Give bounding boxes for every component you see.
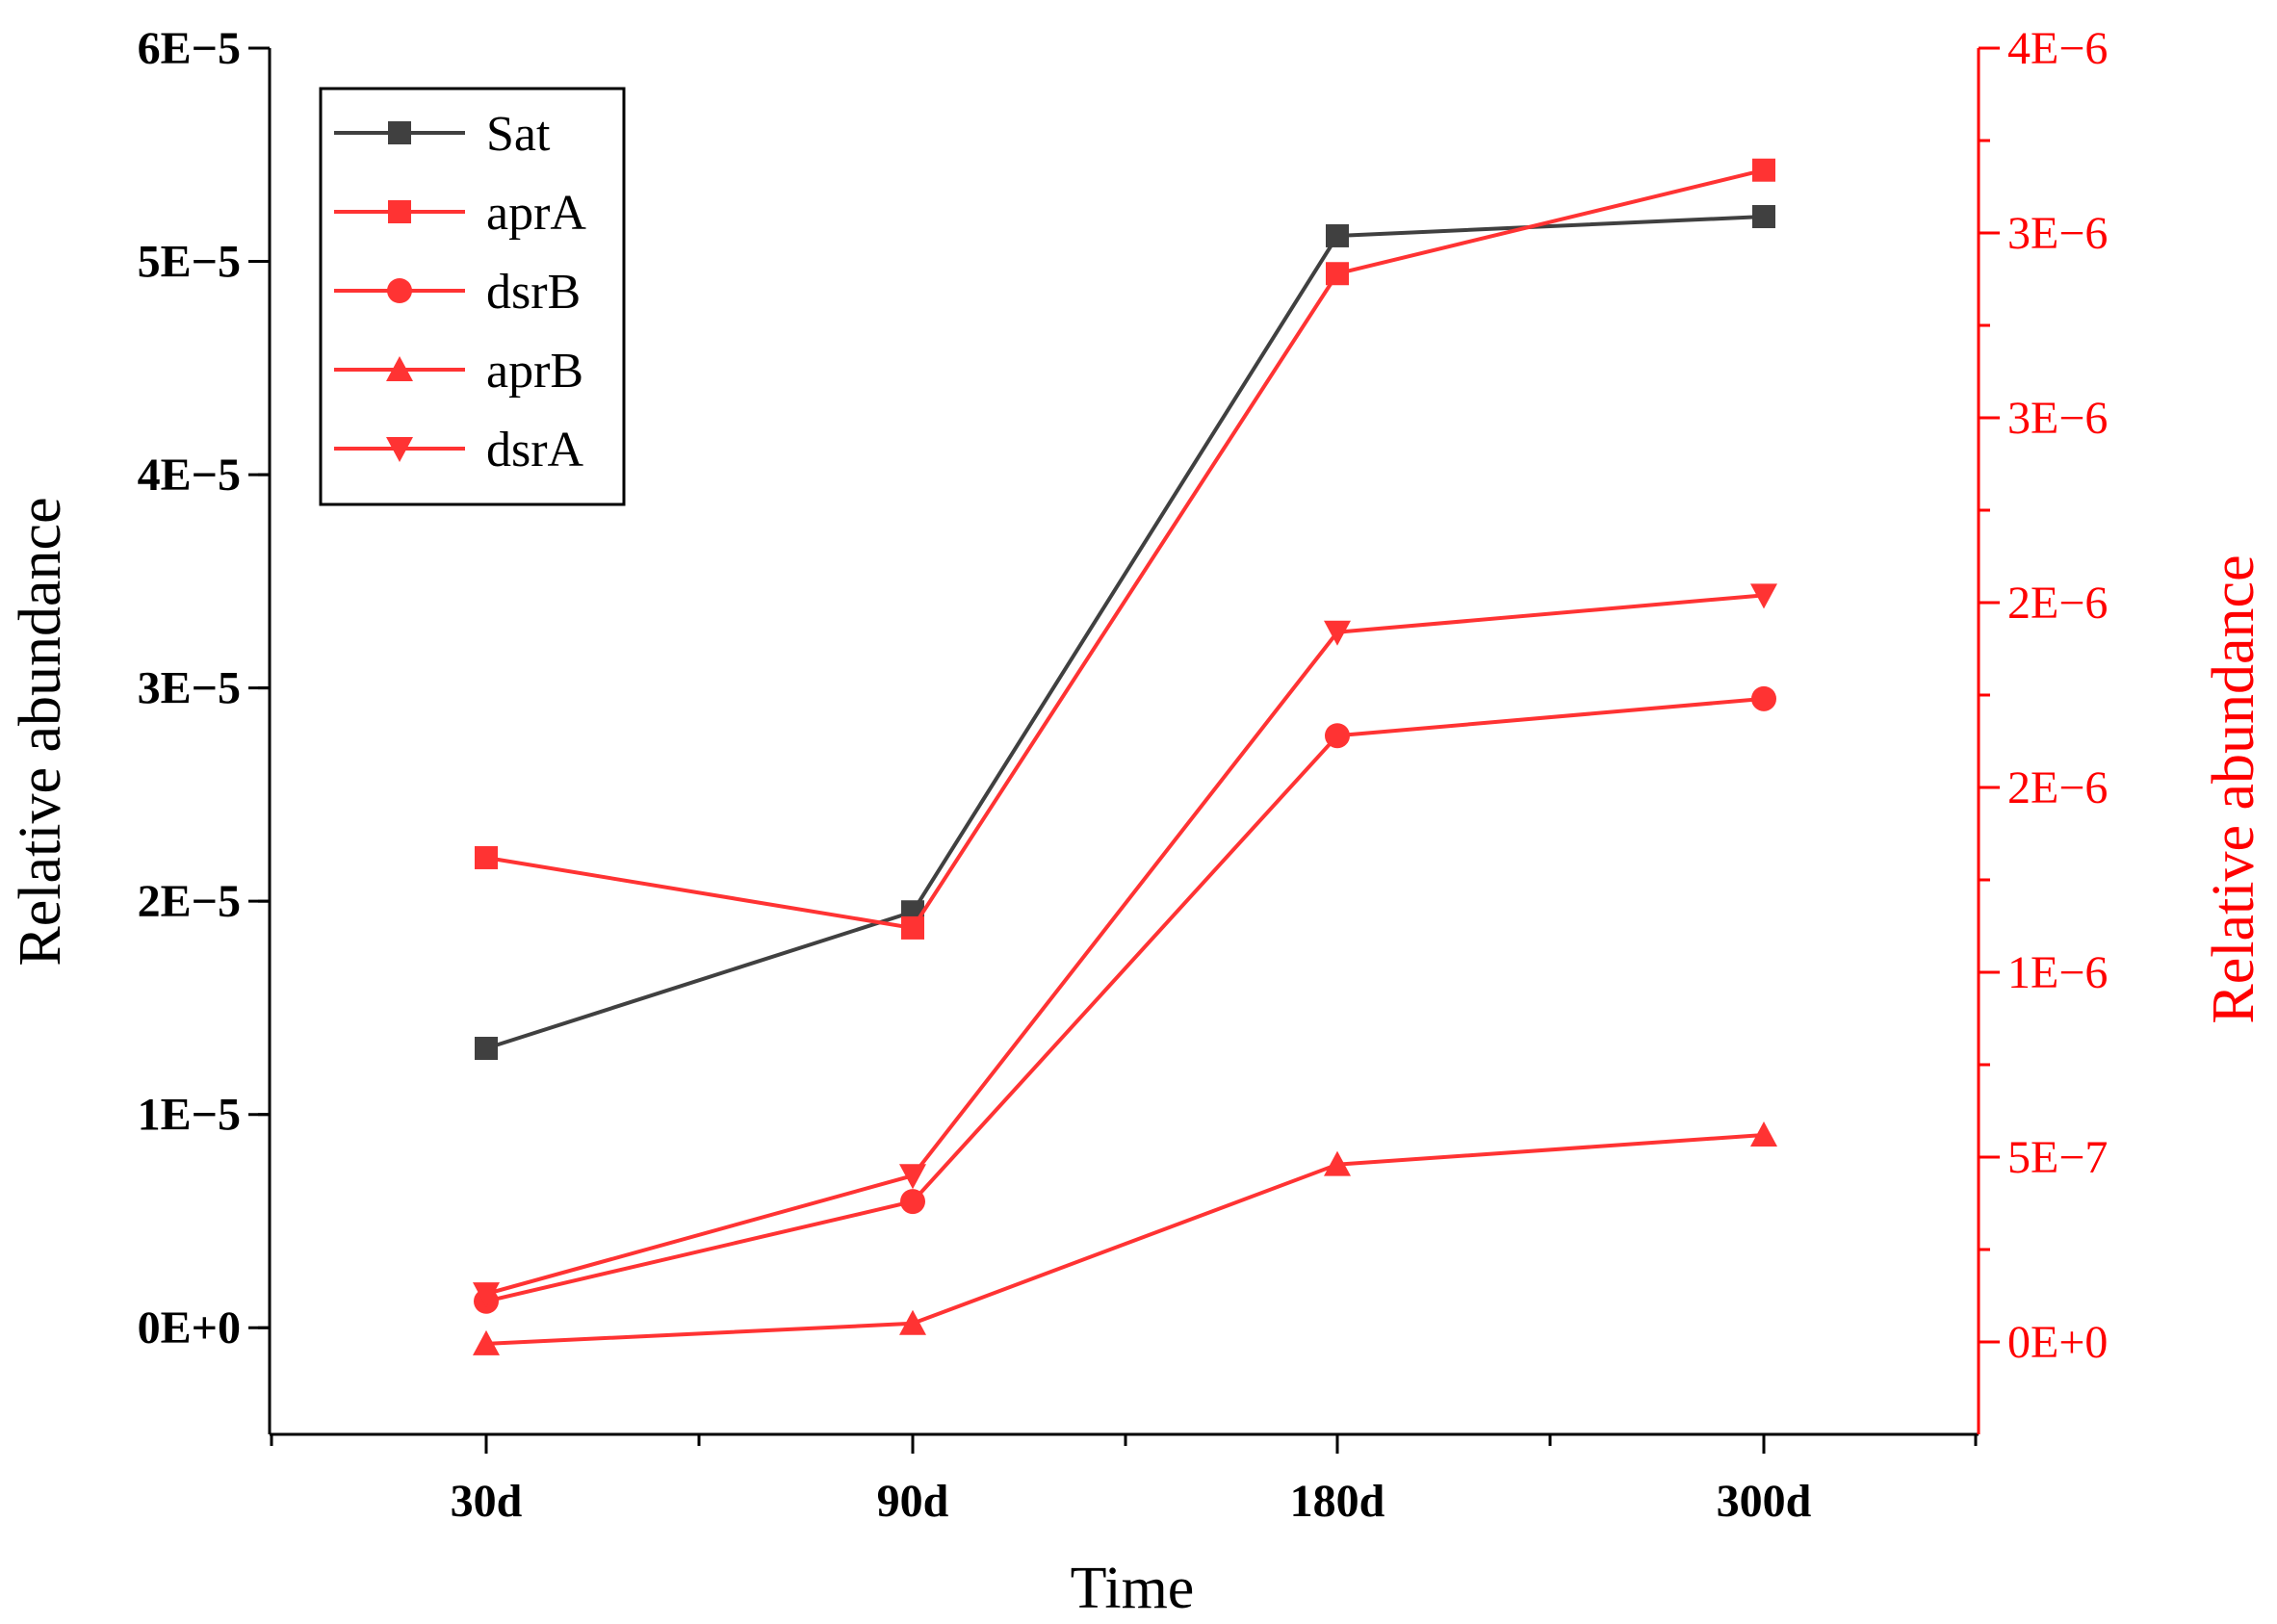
right-tick-label: 5E−7 [2007, 1132, 2108, 1183]
x-tick-label: 300d [1717, 1476, 1812, 1527]
left-tick-label: 1E−5 [138, 1090, 241, 1141]
data-point-aprA [901, 915, 924, 940]
x-tick-label: 90d [877, 1476, 949, 1527]
series-layer [473, 158, 1777, 1355]
data-point-aprB [473, 1329, 500, 1355]
left-tick-label: 0E+0 [138, 1302, 241, 1353]
x-axis-title: Time [1071, 1556, 1195, 1621]
data-point-dsrA [473, 1282, 500, 1308]
data-point-dsrB [1751, 685, 1776, 711]
left-tick-label: 3E−5 [138, 663, 241, 714]
legend-marker-Sat [388, 121, 411, 144]
data-point-aprA [1326, 262, 1349, 286]
right-axis: 0E+0 5E−7 1E−6 2E−6 2E−6 3E−6 3E−6 4E−6 [1979, 23, 2108, 1368]
right-axis-title: Relative abundance [2201, 554, 2266, 1023]
data-point-aprA [1752, 158, 1775, 182]
data-point-aprB [1750, 1121, 1777, 1147]
data-point-aprA [475, 845, 498, 869]
legend-label-aprA: aprA [486, 186, 586, 241]
data-point-dsrB [1325, 723, 1350, 749]
right-tick-label: 4E−6 [2007, 23, 2108, 74]
series-line-aprB [485, 1132, 1765, 1346]
data-point-aprB [1324, 1150, 1351, 1176]
legend-label-dsrA: dsrA [486, 423, 584, 477]
legend-marker-aprA [388, 200, 411, 223]
left-tick-label: 2E−5 [138, 876, 241, 927]
data-point-dsrB [900, 1189, 925, 1215]
series-line-aprA [485, 168, 1765, 931]
left-tick-label: 4E−5 [138, 450, 241, 501]
data-point-aprB [899, 1309, 926, 1335]
series-line-Sat [485, 215, 1765, 1050]
data-point-dsrA [1324, 620, 1351, 646]
legend-label-dsrB: dsrB [486, 265, 581, 320]
right-tick-label: 3E−6 [2007, 393, 2108, 444]
right-tick-label: 2E−6 [2007, 578, 2108, 629]
legend-marker-dsrB [387, 278, 412, 303]
right-tick-label: 1E−6 [2007, 947, 2108, 998]
right-tick-label: 0E+0 [2007, 1317, 2108, 1368]
right-tick-label: 3E−6 [2007, 208, 2108, 259]
legend-label-Sat: Sat [486, 107, 551, 162]
left-axis-title: Relative abundance [8, 497, 73, 966]
data-point-dsrA [899, 1164, 926, 1190]
left-tick-label: 5E−5 [138, 237, 241, 288]
legend-label-aprB: aprB [486, 344, 583, 399]
series-line-dsrB [485, 696, 1765, 1303]
data-point-Sat [475, 1037, 498, 1061]
series-line-dsrA [485, 593, 1765, 1297]
left-tick-label: 6E−5 [138, 23, 241, 74]
legend-marker-dsrA [386, 437, 413, 462]
data-point-Sat [1752, 205, 1775, 229]
right-tick-label: 2E−6 [2007, 762, 2108, 813]
legend-box [319, 87, 626, 506]
left-axis: 0E+0 1E−5 2E−5 3E−5 4E−5 5E−5 6E−5 [138, 23, 270, 1353]
x-tick-label: 180d [1290, 1476, 1385, 1527]
data-point-dsrA [1750, 583, 1777, 609]
x-tick-label: 30d [451, 1476, 523, 1527]
data-point-Sat [1326, 223, 1349, 247]
x-axis: 30d 90d 180d 300d [270, 1434, 1978, 1527]
legend-marker-aprB [386, 356, 413, 381]
legend: Sat aprA dsrB aprB dsrA [319, 87, 626, 506]
